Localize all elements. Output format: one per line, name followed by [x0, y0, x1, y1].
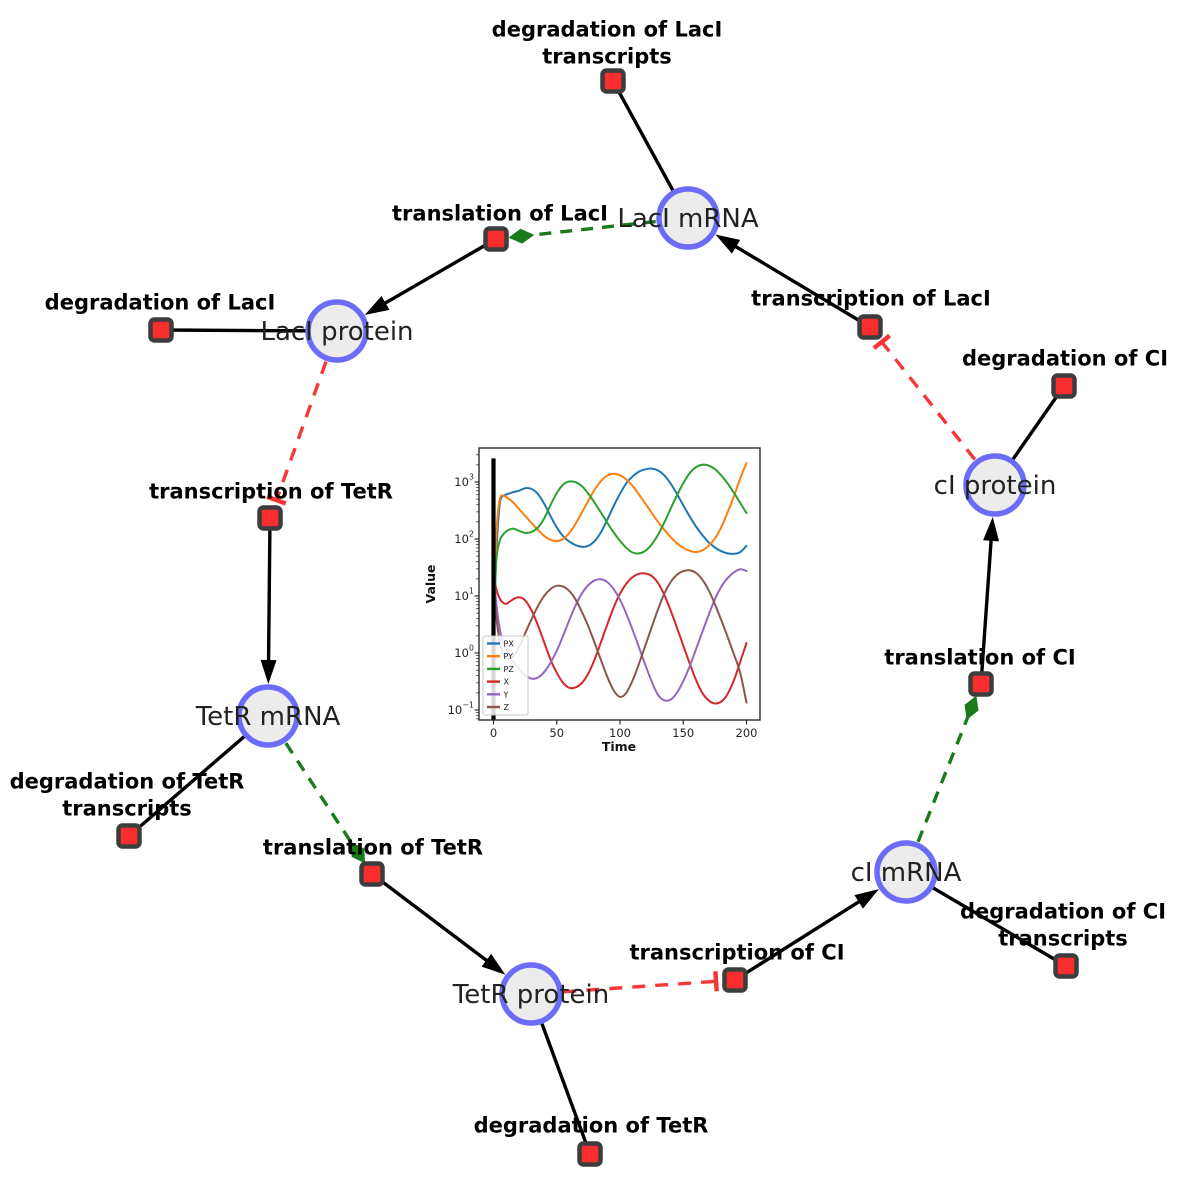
reaction-node-deg_tetr[interactable] [577, 1141, 603, 1167]
edge-modifier-ci_mrna-transl_ci[interactable] [916, 707, 973, 843]
reaction-node-deg_tetr_tx[interactable] [116, 823, 142, 849]
legend-label-PZ: PZ [504, 665, 515, 674]
edge-production-transc_ci-ci_mrna-arrowhead [854, 889, 879, 909]
edge-production-transl_ci-ci_protein-arrowhead [983, 516, 1000, 542]
species-node-ci_mrna[interactable] [874, 840, 938, 904]
series-line-PZ [492, 463, 748, 637]
reaction-label-deg_tetr_tx-line0: degradation of TetR [10, 769, 245, 793]
edge-production-transc_laci-laci_mrna-arrowhead [715, 234, 741, 254]
edge-inhibition-ci_protein-transc_laci[interactable] [880, 340, 977, 461]
legend-label-Z: Z [504, 703, 510, 712]
chart-x-axis-label: Time [602, 739, 636, 754]
x-tick-label: 150 [672, 726, 694, 740]
edge-inhibition-ci_protein-transc_laci-tbar [872, 333, 892, 350]
species-node-laci_protein[interactable] [305, 299, 369, 363]
species-node-laci_mrna[interactable] [656, 186, 720, 250]
edge-production-transc_tetr-tetr_mrna[interactable] [266, 517, 272, 663]
species-label-ci_protein: cI protein [934, 471, 1057, 501]
reaction-node-deg_ci[interactable] [1051, 373, 1077, 399]
reaction-label-deg_ci-line0: degradation of CI [962, 346, 1168, 370]
species-node-tetr_mrna[interactable] [236, 684, 300, 748]
reaction-node-deg_laci_tx[interactable] [600, 68, 626, 94]
x-tick-label: 200 [736, 726, 758, 740]
edge-production-transl_tetr-tetr_protein[interactable] [370, 872, 490, 964]
legend-label-PX: PX [504, 640, 515, 649]
species-label-laci_protein: LacI protein [260, 317, 413, 347]
edge-production-transl_tetr-tetr_protein-arrowhead [481, 953, 506, 975]
edge-modifier-tetr_mrna-transl_tetr[interactable] [284, 742, 360, 854]
edge-production-transc_tetr-tetr_mrna-arrowhead [260, 659, 277, 685]
reaction-label-transl_ci-line0: translation of CI [884, 645, 1075, 669]
reaction-node-deg_laci[interactable] [148, 317, 174, 343]
reaction-node-deg_ci_tx[interactable] [1053, 953, 1079, 979]
reaction-label-deg_laci_tx-line0: degradation of LacI [492, 17, 723, 41]
reaction-label-deg_ci_tx-line0: degradation of CI [960, 899, 1166, 923]
reaction-label-deg_laci-line0: degradation of LacI [45, 290, 276, 314]
species-node-tetr_protein[interactable] [499, 962, 563, 1026]
reaction-node-transl_laci[interactable] [483, 226, 509, 252]
reaction-label-transc_tetr-line0: transcription of TetR [149, 479, 393, 503]
series-line-X [492, 572, 748, 705]
edge-modifier-ci_mrna-transl_ci-diamond [964, 695, 979, 720]
reaction-node-transc_tetr[interactable] [257, 505, 283, 531]
edge-inhibition-laci_protein-transc_tetr[interactable] [274, 361, 328, 501]
edge-production-transc_ci-ci_mrna[interactable] [734, 899, 862, 982]
reaction-label-transl_tetr-line0: translation of TetR [263, 835, 483, 859]
reaction-node-transc_laci[interactable] [857, 314, 883, 340]
x-tick-label: 100 [609, 726, 631, 740]
reaction-label-deg_tetr_tx-line1: transcripts [62, 796, 192, 820]
x-tick-label: 50 [549, 726, 564, 740]
species-label-laci_mrna: LacI mRNA [617, 204, 758, 234]
nodes-layer [116, 68, 1079, 1167]
edge-production-transl_laci-laci_protein-arrowhead [364, 296, 390, 315]
reaction-label-deg_tetr-line0: degradation of TetR [474, 1113, 709, 1137]
species-label-ci_mrna: cI mRNA [851, 858, 962, 888]
reaction-node-transc_ci[interactable] [722, 967, 748, 993]
species-label-tetr_protein: TetR protein [452, 980, 609, 1010]
edge-inhibition-laci_protein-transc_tetr-tbar [266, 494, 287, 506]
edge-modifier-tetr_mrna-transl_tetr-diamond [350, 841, 366, 864]
series-line-PY [492, 462, 748, 637]
reaction-label-transl_laci-line0: translation of LacI [392, 201, 608, 225]
edges-layer [127, 80, 1067, 1155]
legend-label-X: X [504, 678, 510, 687]
reaction-label-transc_ci-line0: transcription of CI [629, 940, 844, 964]
x-tick-label: 0 [490, 726, 497, 740]
reaction-node-transl_tetr[interactable] [359, 861, 385, 887]
reaction-label-transc_laci-line0: transcription of LacI [751, 286, 991, 310]
legend-label-Y: Y [503, 690, 509, 699]
reaction-label-deg_ci_tx-line1: transcripts [998, 926, 1128, 950]
edge-production-transc_laci-laci_mrna[interactable] [733, 244, 871, 329]
edge-modifier-laci_mrna-transl_laci[interactable] [521, 219, 656, 238]
species-label-tetr_mrna: TetR mRNA [195, 702, 341, 732]
edge-modifier-laci_mrna-transl_laci-diamond [508, 228, 535, 244]
chart-y-axis-label: Value [423, 564, 438, 603]
reaction-label-deg_laci_tx-line1: transcripts [542, 44, 672, 68]
edge-inhibition-tetr_protein-transc_ci-tbar [713, 971, 719, 992]
edge-production-transl_ci-ci_protein[interactable] [979, 538, 993, 685]
reaction-node-transl_ci[interactable] [968, 671, 994, 697]
edge-inhibition-tetr_protein-transc_ci[interactable] [563, 979, 717, 994]
species-node-ci_protein[interactable] [963, 453, 1027, 517]
legend-label-PY: PY [504, 652, 514, 661]
edge-production-transl_laci-laci_protein[interactable] [382, 237, 497, 306]
labels-layer: LacI mRNA LacI protein cI protein TetR mRNA… [10, 17, 1168, 1137]
series-line-PX [492, 467, 748, 637]
